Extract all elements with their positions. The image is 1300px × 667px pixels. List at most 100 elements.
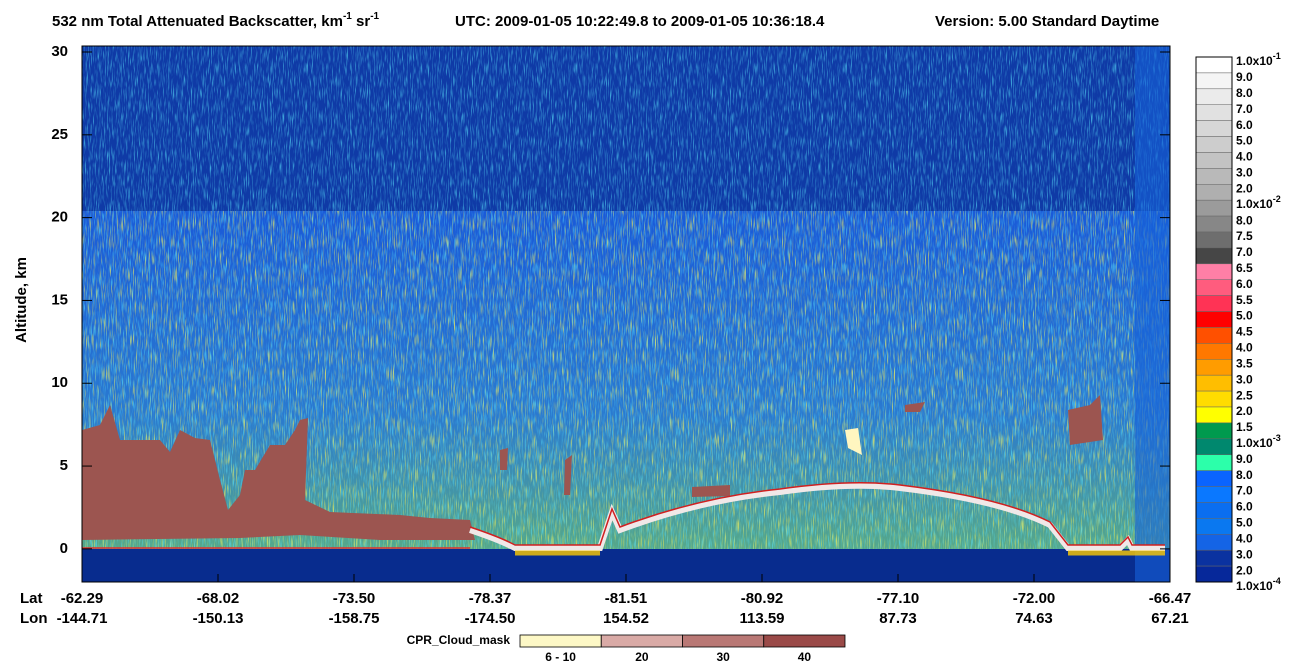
lat-tick-label: -73.50: [333, 590, 376, 607]
cloud-mask-label: 30: [716, 650, 730, 664]
colorbar-label: 8.0: [1236, 213, 1253, 227]
colorbar-label: 4.5: [1236, 325, 1253, 339]
colorbar-swatch: [1195, 56, 1233, 74]
colorbar-label: 7.0: [1236, 102, 1253, 116]
colorbar-label: 2.0: [1236, 563, 1253, 577]
colorbar-label-exponent: -1: [1273, 51, 1281, 61]
colorbar-swatch: [1195, 104, 1233, 121]
colorbar-label-base: 1.0x10: [1236, 579, 1273, 593]
colorbar-swatch: [1195, 422, 1233, 440]
colorbar-swatch: [1195, 231, 1233, 249]
colorbar-swatch: [1195, 565, 1233, 583]
colorbar-label: 7.0: [1236, 484, 1253, 498]
colorbar-swatch: [1195, 295, 1233, 312]
colorbar-label: 5.5: [1236, 293, 1253, 307]
lat-tick-label: -68.02: [197, 590, 240, 607]
lat-tick-label: -77.10: [877, 590, 920, 607]
y-tick-label: 0: [60, 540, 68, 557]
colorbar-swatch: [1195, 199, 1233, 217]
lon-tick-label: 154.52: [603, 610, 649, 627]
lat-tick-label: -80.92: [741, 590, 784, 607]
lon-tick-label: 87.73: [879, 610, 917, 627]
colorbar-swatch: [1195, 88, 1233, 105]
colorbar-swatch: [1195, 120, 1233, 137]
colorbar-label: 3.5: [1236, 356, 1253, 370]
colorbar-label: 8.0: [1236, 468, 1253, 482]
colorbar-label: 6.0: [1236, 118, 1253, 132]
lat-tick-label: -81.51: [605, 590, 648, 607]
title-superscript: -1: [370, 11, 379, 22]
lat-row-label: Lat: [20, 590, 43, 607]
colorbar-label-base: 1.0x10: [1236, 436, 1273, 450]
colorbar-swatch: [1195, 406, 1233, 424]
colorbar-swatch: [1195, 263, 1233, 280]
colorbar-label: 1.0x10-4: [1236, 576, 1281, 593]
colorbar-swatch: [1195, 247, 1233, 265]
colorbar-label: 6.5: [1236, 261, 1253, 275]
lon-tick-label: 74.63: [1015, 610, 1053, 627]
colorbar-label: 3.0: [1236, 372, 1253, 386]
colorbar-label: 3.0: [1236, 166, 1253, 180]
colorbar-label: 4.0: [1236, 341, 1253, 355]
y-tick-label: 5: [60, 457, 68, 474]
cloud-mask-swatch: [763, 634, 846, 648]
chart-title: 532 nm Total Attenuated Backscatter, km -…: [52, 11, 380, 30]
colorbar-label: 3.0: [1236, 547, 1253, 561]
colorbar-swatch: [1195, 359, 1233, 376]
cloud-mask-label: 40: [798, 650, 812, 664]
colorbar-swatch: [1195, 327, 1233, 344]
colorbar-label: 7.5: [1236, 229, 1253, 243]
title-part: 532 nm Total Attenuated Backscatter, km: [52, 13, 343, 30]
colorbar-label: 8.0: [1236, 86, 1253, 100]
colorbar-label: 6.0: [1236, 500, 1253, 514]
colorbar-label-base: 1.0x10: [1236, 197, 1273, 211]
colorbar-swatch: [1195, 534, 1233, 551]
y-tick-label: 10: [51, 374, 68, 391]
colorbar-label: 2.0: [1236, 181, 1253, 195]
y-tick-label: 15: [51, 291, 68, 308]
colorbar-label: 5.0: [1236, 309, 1253, 323]
colorbar-label: 1.5: [1236, 420, 1253, 434]
curtain-image: [82, 46, 1170, 582]
lon-row-label: Lon: [20, 610, 48, 627]
colorbar-label-exponent: -2: [1273, 195, 1281, 205]
colorbar-swatch: [1195, 502, 1233, 519]
colorbar-swatch: [1195, 343, 1233, 360]
colorbar-swatch: [1195, 168, 1233, 185]
cloud-mask-label: 6 - 10: [545, 650, 576, 664]
lat-tick-label: -72.00: [1013, 590, 1056, 607]
colorbar-label: 2.5: [1236, 388, 1253, 402]
cloud-mask-label: 20: [635, 650, 649, 664]
colorbar-label: 9.0: [1236, 70, 1253, 84]
utc-range: UTC: 2009-01-05 10:22:49.8 to 2009-01-05…: [455, 13, 825, 30]
colorbar-label: 9.0: [1236, 452, 1253, 466]
colorbar-label: 1.0x10-2: [1236, 195, 1281, 212]
colorbar-frame: [1195, 56, 1233, 583]
cloud-mask-title: CPR_Cloud_mask: [407, 633, 511, 647]
y-tick-label: 25: [51, 126, 68, 143]
colorbar-swatch: [1195, 279, 1233, 296]
cloud-mask-swatch: [682, 634, 765, 648]
colorbar-label-exponent: -3: [1273, 433, 1281, 443]
colorbar-swatch: [1195, 184, 1233, 201]
lon-tick-label: -174.50: [465, 610, 516, 627]
colorbar-label: 4.0: [1236, 150, 1253, 164]
colorbar-swatch: [1195, 390, 1233, 408]
colorbar-label: 7.0: [1236, 245, 1253, 259]
cloud-mask-swatch: [600, 634, 683, 648]
lon-tick-label: 113.59: [739, 610, 784, 627]
colorbar-swatch: [1195, 438, 1233, 455]
lon-tick-label: 67.21: [1151, 610, 1189, 627]
y-tick-label: 30: [51, 43, 68, 60]
lat-tick-label: -78.37: [469, 590, 512, 607]
colorbar-swatch: [1195, 311, 1233, 328]
colorbar-swatch: [1195, 215, 1233, 233]
colorbar-label: 2.0: [1236, 404, 1253, 418]
lon-tick-label: -158.75: [329, 610, 380, 627]
version: Version: 5.00 Standard Daytime: [935, 13, 1159, 30]
cloud-mask-swatch: [519, 634, 602, 648]
colorbar-swatch: [1195, 374, 1233, 392]
colorbar-label: 1.0x10-1: [1236, 51, 1281, 68]
colorbar-swatch: [1195, 152, 1233, 169]
